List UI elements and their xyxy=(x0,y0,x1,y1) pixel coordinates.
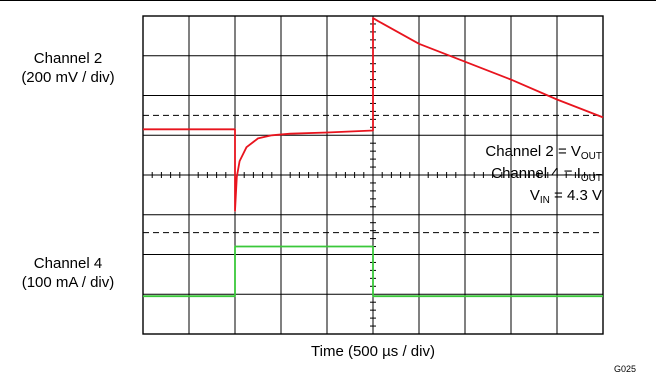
channel-2-trace xyxy=(143,17,604,212)
channel-2-name-label: Channel 2 xyxy=(33,50,103,67)
figure-id: G025 xyxy=(613,364,636,374)
annotation-channel-2-sub: OUT xyxy=(580,151,602,162)
channel-4-name-label: Channel 4 xyxy=(33,255,103,272)
annotation-channel-2: Channel 2 = VOUT xyxy=(485,143,602,166)
channel-2-scale-label: (200 mV / div) xyxy=(21,69,115,86)
x-axis-label: Time (500 µs / div) xyxy=(311,343,435,360)
annotation-vin-sub: IN xyxy=(539,195,550,206)
annotation-channel-4-main: Channel 4 = I xyxy=(491,165,581,182)
annotation-channel-4-sub: OUT xyxy=(580,173,602,184)
channel-4-trace xyxy=(143,245,603,298)
trace-layer xyxy=(143,17,604,298)
top-border-line xyxy=(0,0,656,1)
annotation-channel-4: Channel 4 = IOUT xyxy=(491,165,602,188)
annotation-vin-value: = 4.3 V xyxy=(549,187,602,204)
annotation-vin: VIN = 4.3 V xyxy=(530,187,602,210)
channel-4-scale-label: (100 mA / div) xyxy=(21,274,115,291)
annotation-vin-main: V xyxy=(529,187,540,204)
annotation-channel-2-main: Channel 2 = V xyxy=(485,143,581,160)
